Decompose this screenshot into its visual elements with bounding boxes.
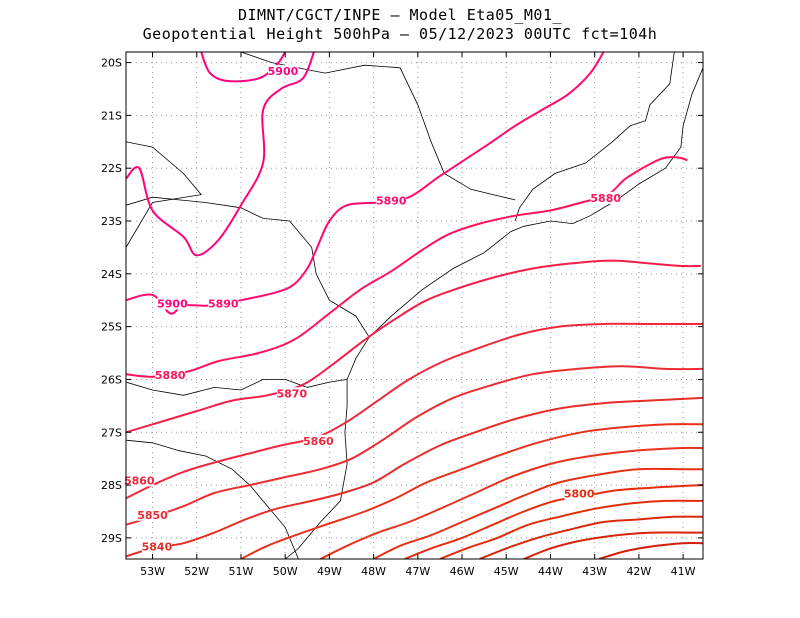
lon-tick-label: 42W: [626, 565, 651, 578]
contour-label-background: [137, 508, 168, 521]
contour-label: 5840: [142, 540, 173, 553]
contour-label-background: [124, 474, 155, 487]
lon-tick-label: 43W: [582, 565, 607, 578]
lat-tick-label: 22S: [101, 162, 122, 175]
contour-label: 5880: [155, 369, 186, 382]
contour-label-background: [267, 65, 298, 78]
contour-label: 5890: [208, 298, 239, 311]
contour-5840: [126, 396, 703, 558]
contour-label-background: [376, 194, 407, 207]
lat-tick-label: 27S: [101, 426, 122, 439]
graticule: [126, 52, 703, 559]
contour-label: 5900: [157, 298, 188, 311]
contour-5770: [523, 531, 703, 559]
contour-label-background: [590, 191, 621, 204]
lon-tick-label: 41W: [671, 565, 696, 578]
contour-label-background: [208, 297, 239, 310]
contour-label: 5860: [303, 435, 334, 448]
contour-label: 5900: [268, 65, 299, 78]
contour-label: 5850: [137, 509, 168, 522]
border-mg-es: [514, 52, 675, 222]
contour-5890: [126, 52, 605, 315]
contour-label: 5800: [564, 488, 595, 501]
lon-tick-label: 47W: [405, 565, 430, 578]
contour-label-background: [157, 297, 188, 310]
contour-label-background: [564, 487, 595, 500]
contour-5900: [200, 52, 287, 83]
geopotential-contours: [126, 52, 703, 559]
lon-tick-label: 46W: [450, 565, 475, 578]
border-pr-sc: [126, 379, 348, 396]
contour-labels: 5900 5900 5890 5890 5880 5880 5870 5860 5860 5850…: [124, 65, 621, 553]
border-pr-sp: [126, 196, 370, 338]
contour-label-background: [141, 540, 172, 553]
lon-tick-label: 49W: [317, 565, 342, 578]
lat-tick-label: 28S: [101, 479, 122, 492]
lat-tick-label: 24S: [101, 268, 122, 281]
axis-ticks: 53W 52W 51W 50W 49W 48W 47W 46W 45W 44W 43W 42W 41W 2…: [101, 52, 703, 578]
contour-5900: [126, 52, 315, 257]
border-ms: [126, 141, 202, 248]
lat-tick-label: 23S: [101, 215, 122, 228]
map-title-line-1: DIMNT/CGCT/INPE – Model Eta05_M01_: [237, 6, 563, 24]
lon-tick-label: 50W: [273, 565, 298, 578]
lon-tick-label: 52W: [184, 565, 209, 578]
contour-label-background: [155, 368, 186, 381]
map-title-line-2: Geopotential Height 500hPa – 05/12/2023 …: [142, 25, 658, 43]
lon-tick-label: 48W: [361, 565, 386, 578]
contour-5790: [439, 499, 703, 559]
lon-tick-label: 45W: [494, 565, 519, 578]
contour-5820: [320, 446, 703, 559]
contour-5860: [126, 322, 703, 500]
contour-label: 5890: [376, 195, 407, 208]
lat-tick-label: 29S: [101, 532, 122, 545]
contour-5810: [373, 467, 703, 559]
contour-label: 5860: [124, 474, 155, 487]
contour-5880: [126, 156, 688, 378]
plot-frame: [125, 51, 704, 560]
contour-5780: [479, 515, 703, 559]
lat-tick-label: 25S: [101, 321, 122, 334]
contour-5800: [404, 484, 703, 559]
lat-tick-label: 21S: [101, 109, 122, 122]
contour-5830: [240, 423, 703, 559]
contour-5870: [126, 259, 701, 434]
lon-tick-label: 53W: [140, 565, 165, 578]
contour-5760: [598, 541, 703, 559]
contour-label: 5880: [590, 192, 621, 205]
lat-tick-label: 20S: [101, 57, 122, 70]
contour-5850: [126, 365, 703, 526]
lon-tick-label: 51W: [229, 565, 254, 578]
lon-tick-label: 44W: [538, 565, 563, 578]
coastline: [284, 67, 703, 559]
contour-label-background: [276, 387, 307, 400]
contour-label-background: [303, 434, 334, 447]
contour-label: 5870: [276, 387, 307, 400]
lat-tick-label: 26S: [101, 373, 122, 386]
